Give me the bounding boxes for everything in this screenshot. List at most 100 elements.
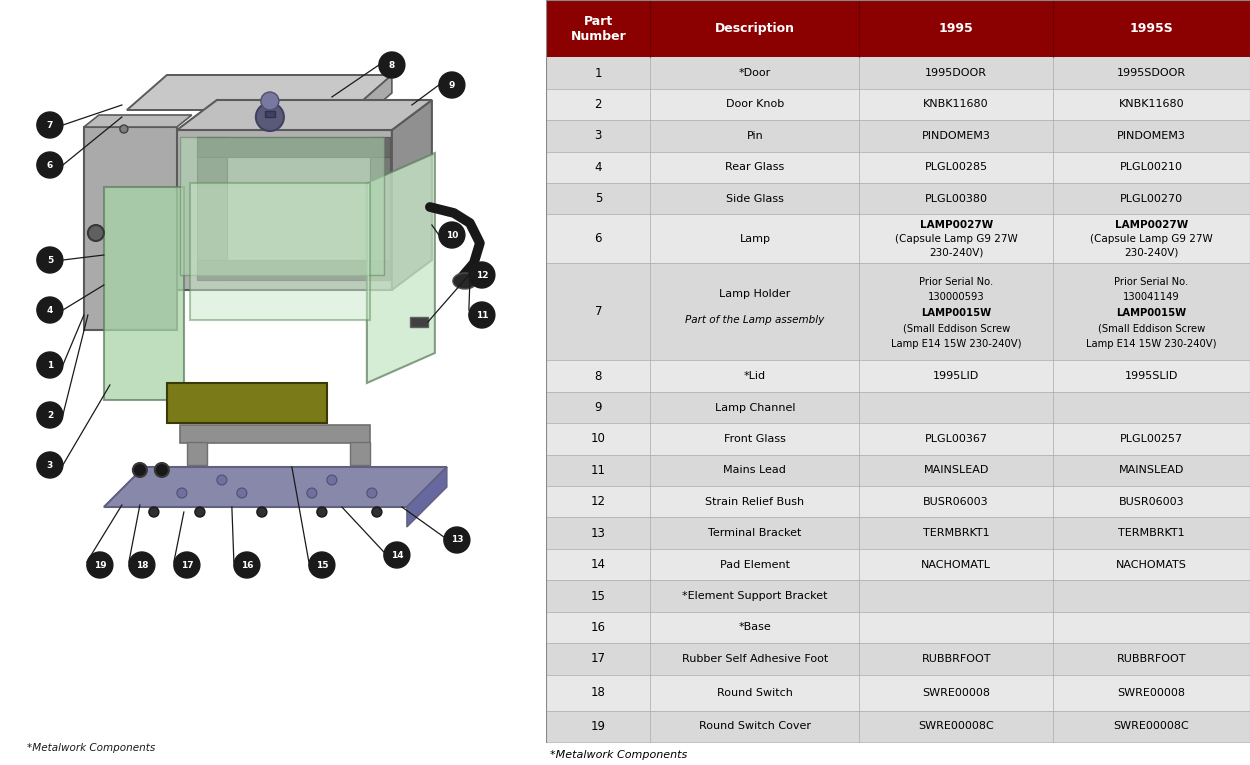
- Text: Round Switch Cover: Round Switch Cover: [699, 721, 811, 731]
- Polygon shape: [188, 442, 208, 465]
- Text: 14: 14: [591, 558, 606, 571]
- Text: 16: 16: [241, 561, 254, 569]
- Text: 7: 7: [595, 305, 602, 318]
- FancyBboxPatch shape: [546, 517, 1250, 549]
- FancyBboxPatch shape: [546, 486, 1250, 517]
- Polygon shape: [368, 153, 435, 383]
- Text: MAINSLEAD: MAINSLEAD: [924, 465, 989, 475]
- Polygon shape: [168, 383, 328, 423]
- Circle shape: [217, 475, 227, 485]
- Text: PLGL00257: PLGL00257: [1120, 434, 1182, 444]
- Text: NACHOMATL: NACHOMATL: [921, 560, 991, 570]
- Text: 1: 1: [46, 360, 53, 369]
- Circle shape: [174, 552, 200, 578]
- Text: Mains Lead: Mains Lead: [724, 465, 786, 475]
- Circle shape: [38, 152, 62, 178]
- Circle shape: [195, 507, 205, 517]
- Text: 130041149: 130041149: [1122, 292, 1180, 302]
- Polygon shape: [198, 137, 390, 157]
- Text: MAINSLEAD: MAINSLEAD: [1119, 465, 1184, 475]
- Text: 18: 18: [591, 686, 606, 699]
- Text: KNBK11680: KNBK11680: [1119, 99, 1184, 109]
- Polygon shape: [104, 467, 447, 507]
- FancyBboxPatch shape: [546, 581, 1250, 612]
- Text: 9: 9: [595, 401, 602, 414]
- Text: 15: 15: [315, 561, 328, 569]
- Text: LAMP0027W: LAMP0027W: [920, 220, 993, 230]
- Text: 1: 1: [595, 67, 602, 80]
- FancyBboxPatch shape: [546, 214, 1250, 263]
- Text: SWRE00008: SWRE00008: [922, 688, 990, 698]
- Text: (Small Eddison Screw: (Small Eddison Screw: [902, 324, 1010, 334]
- Text: 3: 3: [46, 461, 53, 470]
- Polygon shape: [177, 130, 392, 290]
- Text: 1995: 1995: [939, 22, 974, 35]
- Text: LAMP0015W: LAMP0015W: [921, 308, 991, 317]
- Text: 4: 4: [46, 305, 53, 314]
- Text: *Metalwork Components: *Metalwork Components: [28, 743, 155, 753]
- Polygon shape: [198, 260, 390, 280]
- Text: SWRE00008C: SWRE00008C: [919, 721, 994, 731]
- Text: RUBBRFOOT: RUBBRFOOT: [1116, 654, 1186, 664]
- Circle shape: [439, 72, 465, 98]
- Text: PLGL00367: PLGL00367: [925, 434, 988, 444]
- Text: 12: 12: [475, 271, 488, 279]
- Text: PLGL00380: PLGL00380: [925, 194, 988, 203]
- FancyBboxPatch shape: [546, 549, 1250, 581]
- Text: Part of the Lamp assembly: Part of the Lamp assembly: [685, 314, 825, 324]
- Text: 16: 16: [591, 621, 606, 634]
- Text: PLGL00210: PLGL00210: [1120, 162, 1182, 172]
- FancyBboxPatch shape: [546, 643, 1250, 675]
- Polygon shape: [84, 127, 178, 330]
- Text: SWRE00008C: SWRE00008C: [1114, 721, 1189, 731]
- FancyBboxPatch shape: [546, 151, 1250, 183]
- Text: (Capsule Lamp G9 27W: (Capsule Lamp G9 27W: [895, 234, 1018, 244]
- Text: 17: 17: [591, 653, 606, 666]
- Text: 1995SLID: 1995SLID: [1125, 371, 1179, 381]
- Text: 4: 4: [595, 161, 602, 174]
- Circle shape: [155, 463, 169, 477]
- Text: 1995S: 1995S: [1130, 22, 1174, 35]
- Polygon shape: [127, 75, 392, 110]
- Text: 130000593: 130000593: [928, 292, 985, 302]
- Text: 2: 2: [595, 98, 602, 111]
- Text: 1995LID: 1995LID: [932, 371, 979, 381]
- Text: Terminal Bracket: Terminal Bracket: [709, 528, 801, 539]
- Text: TERMBRKT1: TERMBRKT1: [1119, 528, 1185, 539]
- Circle shape: [469, 262, 495, 288]
- Text: *Lid: *Lid: [744, 371, 766, 381]
- Polygon shape: [198, 137, 228, 280]
- Text: 7: 7: [46, 121, 53, 129]
- Circle shape: [328, 475, 338, 485]
- Text: 5: 5: [46, 256, 53, 265]
- Circle shape: [368, 488, 378, 498]
- Text: *Base: *Base: [739, 623, 771, 633]
- Text: 9: 9: [449, 80, 455, 90]
- Text: 13: 13: [451, 536, 462, 545]
- Text: Front Glass: Front Glass: [724, 434, 786, 444]
- Text: Rubber Self Adhesive Foot: Rubber Self Adhesive Foot: [681, 654, 828, 664]
- FancyBboxPatch shape: [546, 360, 1250, 392]
- Polygon shape: [392, 100, 432, 290]
- Text: Door Knob: Door Knob: [726, 99, 784, 109]
- Text: 6: 6: [46, 161, 53, 170]
- Circle shape: [38, 452, 62, 478]
- Text: Prior Serial No.: Prior Serial No.: [1114, 277, 1189, 287]
- Circle shape: [308, 488, 318, 498]
- Text: LAMP0015W: LAMP0015W: [1116, 308, 1186, 317]
- FancyBboxPatch shape: [265, 111, 275, 117]
- Text: 8: 8: [595, 369, 602, 382]
- Text: Pad Element: Pad Element: [720, 560, 790, 570]
- Circle shape: [444, 527, 470, 553]
- Text: 230-240V): 230-240V): [1124, 247, 1179, 257]
- Text: KNBK11680: KNBK11680: [924, 99, 989, 109]
- Text: 19: 19: [591, 720, 606, 733]
- Circle shape: [177, 488, 187, 498]
- Text: (Small Eddison Screw: (Small Eddison Screw: [1098, 324, 1205, 334]
- Polygon shape: [190, 183, 370, 320]
- Text: 10: 10: [446, 230, 458, 239]
- Text: Description: Description: [715, 22, 795, 35]
- Text: PINDOMEM3: PINDOMEM3: [921, 131, 990, 141]
- Circle shape: [38, 402, 62, 428]
- Text: 17: 17: [180, 561, 194, 569]
